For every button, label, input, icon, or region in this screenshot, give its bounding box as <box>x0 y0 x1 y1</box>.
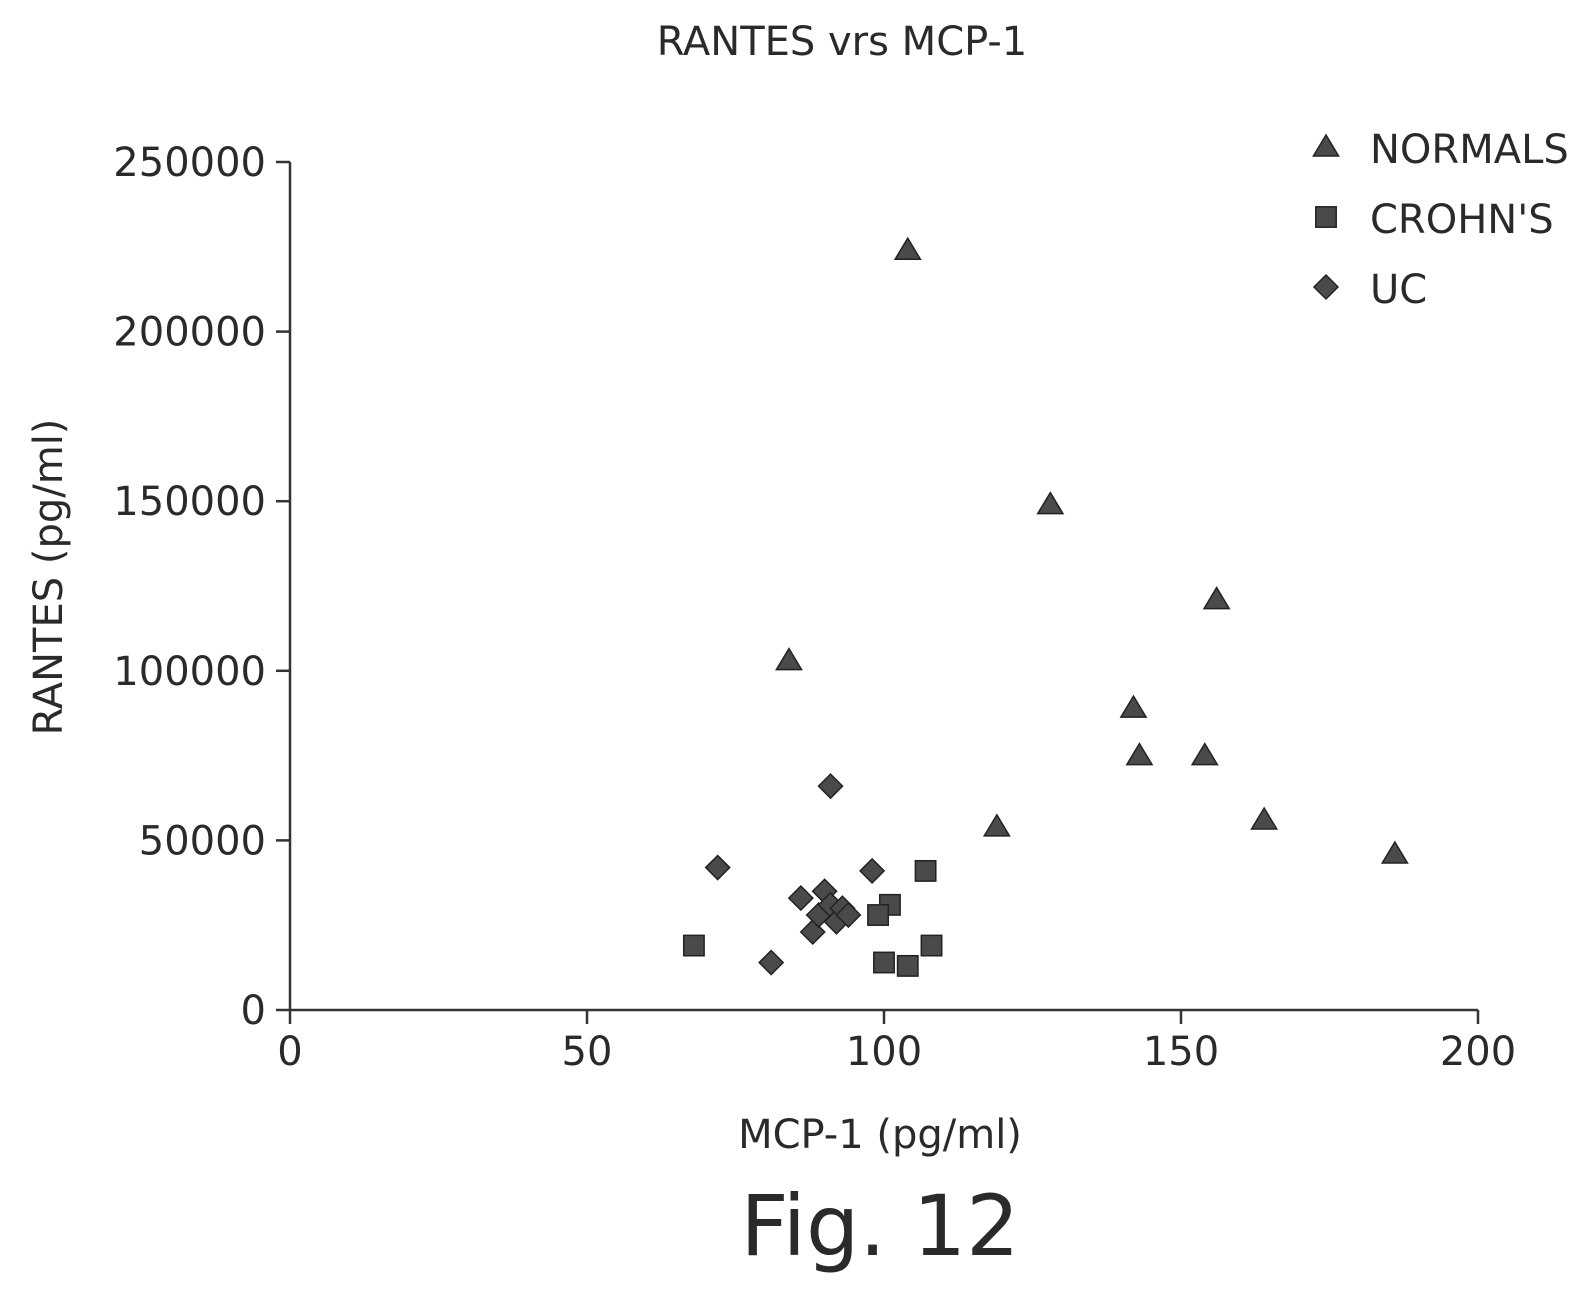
data-point-normals <box>1380 840 1409 864</box>
data-point-uc <box>787 885 814 912</box>
data-point-normals <box>893 236 922 260</box>
chart-title: RANTES vrs MCP-1 <box>657 19 1028 65</box>
data-point-uc <box>817 773 844 800</box>
data-point-normals <box>982 813 1011 837</box>
data-point-crohn-s <box>896 954 919 977</box>
legend-label-crohn-s: CROHN'S <box>1370 197 1554 243</box>
data-point-normals <box>775 647 803 671</box>
y-tick-label: 200000 <box>113 310 266 356</box>
legend-marker-normals <box>1312 133 1340 157</box>
x-tick-label: 100 <box>846 1029 922 1075</box>
y-tick-label: 250000 <box>113 140 266 186</box>
data-point-crohn-s <box>867 904 890 926</box>
data-point-uc <box>859 857 886 884</box>
data-point-uc <box>758 949 785 976</box>
y-tick-label: 150000 <box>113 479 266 525</box>
plot-area: 0 50 100 150 200 0 50000 100000 150000 200000 2500… <box>113 140 1516 1075</box>
data-point-crohn-s <box>920 934 943 957</box>
y-tick-label: 100000 <box>113 649 266 695</box>
data-point-normals <box>1190 742 1219 766</box>
data-point-uc <box>835 901 862 929</box>
y-tick-label: 50000 <box>139 818 266 864</box>
data-point-normals <box>1119 694 1148 718</box>
x-axis-label: MCP-1 (pg/ml) <box>738 1112 1022 1158</box>
data-point-crohn-s <box>914 859 937 882</box>
series-normals <box>775 236 1409 864</box>
y-tick-label: 0 <box>241 988 266 1034</box>
legend-marker-crohn-s <box>1315 206 1337 228</box>
data-point-normals <box>1036 491 1065 515</box>
x-tick-label: 200 <box>1440 1029 1516 1075</box>
data-point-crohn-s <box>873 951 895 974</box>
data-point-normals <box>1125 742 1154 766</box>
series-crohn-s <box>682 859 943 977</box>
data-point-uc <box>704 854 731 881</box>
data-point-crohn-s <box>682 934 705 957</box>
x-tick-label: 0 <box>277 1029 302 1075</box>
legend-label-normals: NORMALS <box>1370 127 1569 173</box>
series-uc <box>704 773 886 976</box>
legend-marker-uc <box>1312 273 1340 301</box>
legend-label-uc: UC <box>1370 267 1427 313</box>
legend: NORMALS CROHN'S UC <box>1312 127 1569 313</box>
data-point-normals <box>1202 586 1231 610</box>
data-point-normals <box>1250 806 1279 830</box>
x-tick-label: 150 <box>1143 1029 1219 1075</box>
y-axis-label: RANTES (pg/ml) <box>26 419 72 736</box>
x-tick-label: 50 <box>562 1029 613 1075</box>
figure-caption: Fig. 12 <box>740 1177 1019 1275</box>
